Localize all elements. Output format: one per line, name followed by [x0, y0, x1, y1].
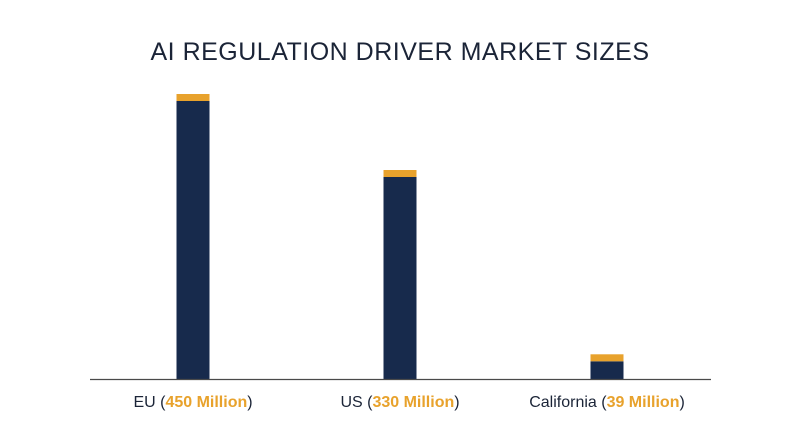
bar-us	[383, 177, 417, 379]
x-tick-label: US (330 Million)	[340, 394, 459, 411]
bar-eu	[176, 101, 210, 379]
bar-cap-eu	[176, 94, 210, 101]
category-name: California (	[529, 394, 607, 411]
x-tick-label: EU (450 Million)	[133, 394, 252, 411]
bar-cap-us	[383, 170, 417, 177]
data-label: 330 Million	[372, 394, 454, 411]
category-name: US (	[340, 394, 373, 411]
bar-california	[590, 361, 624, 379]
data-label: 39 Million	[607, 394, 680, 411]
x-tick-label: California (39 Million)	[529, 394, 685, 411]
bar-cap-california	[590, 354, 624, 362]
category-name: EU (	[133, 394, 166, 411]
data-label: 450 Million	[165, 394, 247, 411]
chart-title: AI REGULATION DRIVER MARKET SIZES	[150, 38, 650, 66]
